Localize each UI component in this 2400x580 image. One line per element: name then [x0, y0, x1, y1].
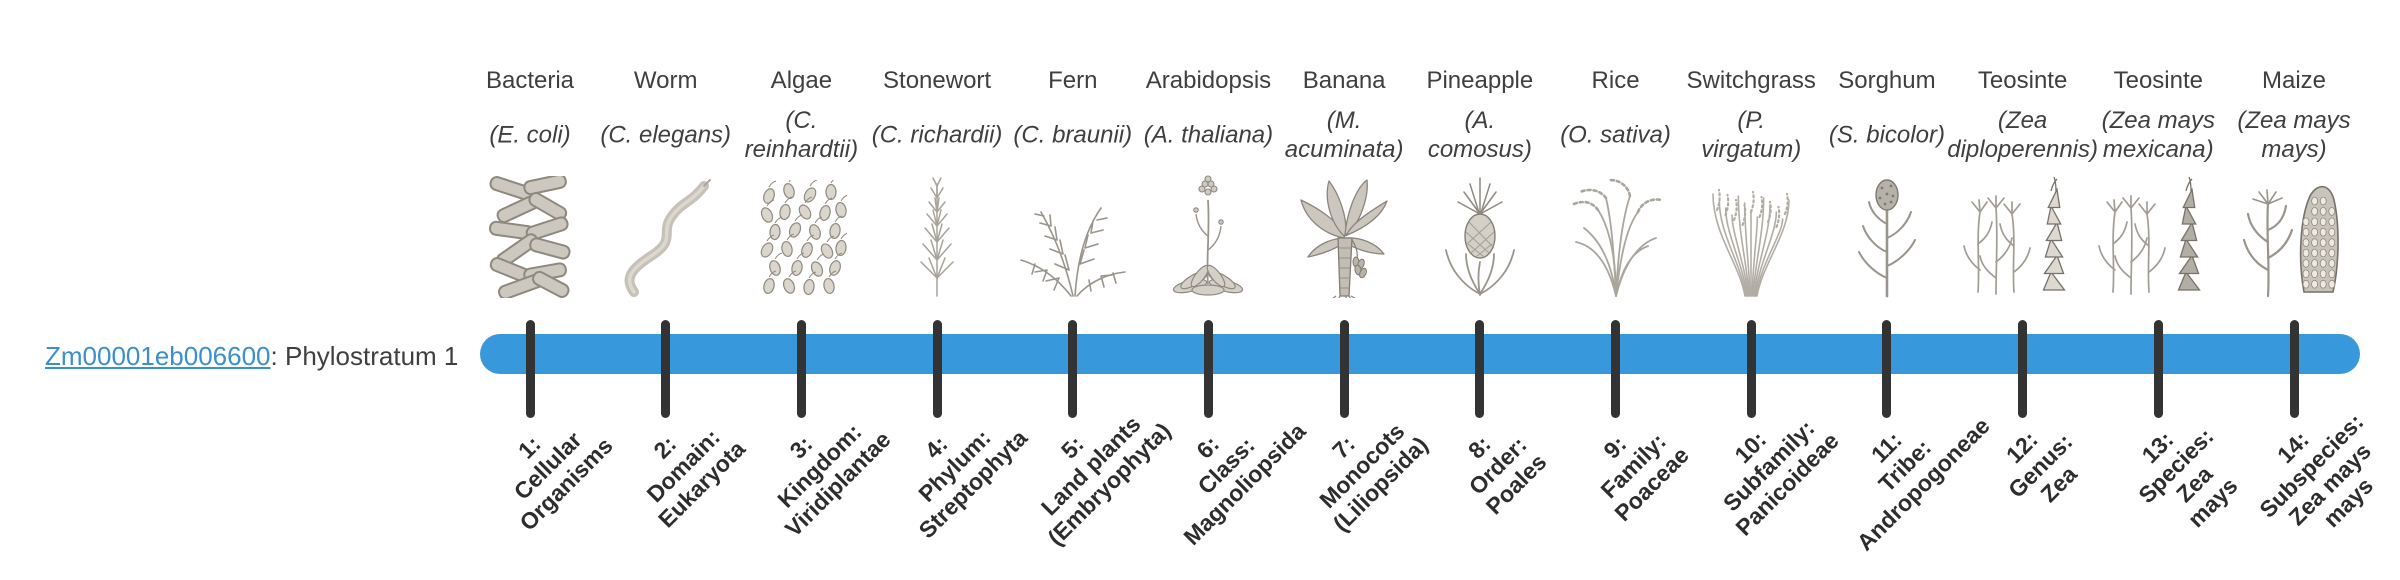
phylostratum-tick	[1339, 320, 1349, 418]
phylostratum-text: : Phylostratum 1	[270, 341, 459, 371]
organism-common-name: Worm	[633, 67, 698, 94]
organism-scientific-name: (O. sativa)	[1560, 121, 1671, 149]
organism-scientific-name: (Zea mays mays)	[2237, 107, 2351, 163]
phylostratum-tick	[1611, 320, 1621, 418]
phylostratum-label: 3: Kingdom: Viridiplantae	[771, 418, 896, 542]
phylostratum-tick	[1203, 320, 1213, 418]
organism-common-name: Rice	[1591, 67, 1640, 94]
organism-common-name: Stonewort	[883, 67, 992, 94]
phylostratum-tick	[2153, 320, 2163, 418]
phylostratum-label: 7: Monocots (Liliopsida)	[1314, 417, 1433, 537]
organism-common-name: Switchgrass	[1686, 67, 1816, 94]
organism-scientific-name: (Zea mays mexicana)	[2101, 107, 2215, 163]
organism-scientific-name: (C. richardii)	[871, 121, 1003, 149]
phylostratum-tick	[1475, 320, 1485, 418]
phylostratum-tick	[2018, 320, 2028, 418]
organism-common-name: Algae	[770, 67, 833, 94]
phylostratum-label: 11: Tribe: Andropogoneae	[1851, 412, 1995, 556]
organism-common-name: Banana	[1302, 67, 1386, 94]
phylostratum-label: 9: Family: Poaceae	[1595, 427, 1694, 527]
phylostratum-tick	[796, 320, 806, 418]
organism-scientific-name: (S. bicolor)	[1828, 121, 1945, 149]
organism-common-name: Teosinte	[1977, 67, 2068, 94]
phylostratum-label: 2: Domain: Eukaryota	[641, 423, 751, 533]
organism-scientific-name: (A. thaliana)	[1143, 121, 1274, 149]
phylostratum-label: 10: Subfamily: Panicoideae	[1718, 414, 1844, 541]
organism-scientific-name: (E. coli)	[489, 121, 571, 149]
organism-common-name: Fern	[1048, 67, 1098, 94]
phylostratum-tick	[525, 320, 535, 418]
phylostratum-tick	[1068, 320, 1078, 418]
timeline-bar	[480, 334, 2360, 374]
phylostratum-tick	[2289, 320, 2299, 418]
phylostratum-tick	[932, 320, 942, 418]
phylostratum-label: 1: Cellular Organisms	[508, 426, 618, 536]
phylostratum-label: 13: Species: Zea mays	[2133, 422, 2243, 533]
organism-common-name: Arabidopsis	[1145, 67, 1272, 94]
phylostratum-label: 12: Genus: Zea	[2000, 426, 2082, 508]
phylostratum-label: 8: Order: Poales	[1462, 430, 1552, 520]
phylostratum-label: 5: Land plants (Embryophyta)	[1035, 410, 1176, 551]
phylostratum-tick	[1746, 320, 1756, 418]
phylostratum-tick	[1882, 320, 1892, 418]
organism-scientific-name: (C. reinhardtii)	[744, 107, 859, 163]
phylostratum-label: 4: Phylum: Streptophyta	[913, 424, 1033, 544]
organism-scientific-name: (M. acuminata)	[1284, 107, 1404, 163]
organism-scientific-name: (C. braunii)	[1013, 121, 1133, 149]
phylostratum-tick	[661, 320, 671, 418]
organism-scientific-name: (A. comosus)	[1427, 107, 1532, 163]
phylostratum-label: 6: Class: Magnoliopsida	[1178, 417, 1311, 551]
organism-common-name: Teosinte	[2113, 67, 2203, 94]
organism-scientific-name: (C. elegans)	[600, 121, 732, 149]
organism-scientific-name: (P. virgatum)	[1701, 107, 1802, 163]
organism-common-name: Bacteria	[485, 67, 575, 94]
organism-common-name: Sorghum	[1838, 67, 1936, 94]
phylostratum-label: 14: Subspecies: Zea mays mays	[2254, 408, 2379, 533]
gene-id-link[interactable]: Zm00001eb006600	[45, 341, 271, 371]
organism-common-name: Pineapple	[1426, 67, 1534, 94]
gene-label: Zm00001eb006600: Phylostratum 1	[45, 341, 458, 372]
organism-common-name: Maize	[2261, 67, 2327, 94]
organism-scientific-name: (Zea diploperennis)	[1947, 107, 2098, 163]
